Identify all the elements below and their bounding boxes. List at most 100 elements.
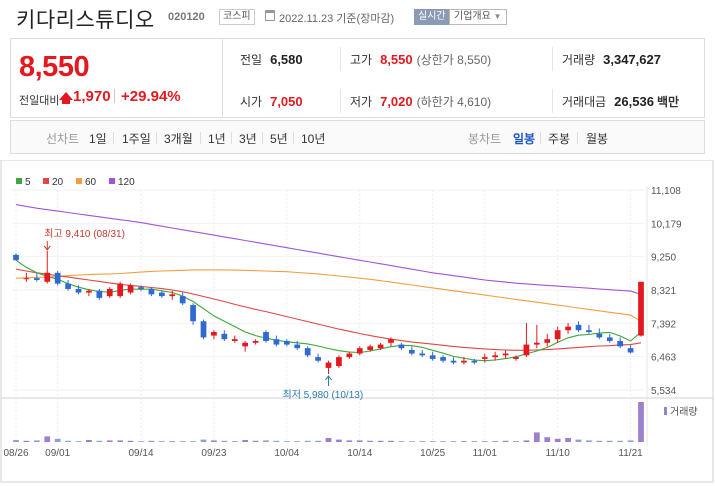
current-price-box: 8,550 전일대비 1,970 +29.94% xyxy=(11,39,223,117)
volume-bar xyxy=(211,440,217,442)
volume-bar xyxy=(127,440,134,442)
divider xyxy=(114,89,115,103)
candle-body xyxy=(138,287,144,289)
current-price: 8,550 xyxy=(19,51,90,83)
range-1y[interactable]: 1년 xyxy=(208,132,226,146)
y-tick-label: 7,392 xyxy=(651,319,676,330)
volume-bar xyxy=(148,440,155,442)
candle-body xyxy=(408,349,415,354)
volume-bar xyxy=(336,439,342,442)
legend-swatch xyxy=(43,178,49,184)
candle-body xyxy=(492,355,499,358)
candle-body xyxy=(398,344,405,349)
candle-body xyxy=(252,340,259,343)
divider xyxy=(262,132,263,144)
volume-bar xyxy=(179,441,186,442)
volume-bar xyxy=(575,439,582,442)
market-badge: 코스피 xyxy=(219,9,255,25)
stat-high: 고가 8,550 (상한가 8,550) xyxy=(350,51,491,68)
x-tick-label: 09/01 xyxy=(45,448,70,459)
volume-bar xyxy=(533,432,540,442)
divider xyxy=(200,132,201,144)
candle-body xyxy=(179,296,186,304)
chart-period-bar: 선차트 1일 1주일 3개월 1년 3년 5년 10년 봉차트 일봉 주봉 월봉 xyxy=(10,120,705,154)
candle-body xyxy=(388,339,394,343)
volume-bar xyxy=(315,440,321,442)
candle-body xyxy=(367,346,374,350)
legend-label-ma5: 5 xyxy=(25,177,31,188)
volume-bar xyxy=(242,440,249,442)
volume-bar xyxy=(169,441,176,442)
line-chart-label[interactable]: 선차트 xyxy=(46,132,80,146)
volume-bar xyxy=(44,436,51,442)
legend-swatch xyxy=(16,178,22,184)
volume-bar xyxy=(158,441,165,442)
divider xyxy=(552,47,553,71)
lower-limit: (하한가 4,610) xyxy=(416,95,492,109)
low-annotation: 최저 5,980 (10/13) xyxy=(283,389,364,401)
range-10y[interactable]: 10년 xyxy=(301,132,326,146)
stat-open: 시가 7,050 xyxy=(240,93,303,110)
volume-bar xyxy=(461,441,467,442)
volume-bar xyxy=(502,440,509,442)
candle-chart-label[interactable]: 봉차트 xyxy=(468,132,502,146)
candle-daily[interactable]: 일봉 xyxy=(513,132,536,146)
legend-swatch xyxy=(76,178,82,184)
change-label: 전일대비 xyxy=(19,95,60,107)
volume-bar xyxy=(325,438,332,442)
candle-body xyxy=(450,360,457,363)
volume-bar xyxy=(23,440,30,442)
candle-weekly[interactable]: 주봉 xyxy=(548,132,571,146)
high-arrow-icon xyxy=(43,245,51,251)
candle-body xyxy=(481,357,488,359)
stock-header: 키다리스튜디오 020120 코스피 2022.11.23 기준(장마감) 실시… xyxy=(0,0,715,34)
range-1d[interactable]: 1일 xyxy=(89,132,107,146)
divider xyxy=(540,132,541,144)
candle-body xyxy=(346,353,353,358)
chart-canvas: 5 20 60 120 11,108 10,179 9,250 8,321 7,392 6,463… xyxy=(0,159,714,483)
candle-body xyxy=(158,292,165,297)
volume-bar xyxy=(388,440,394,442)
range-5y[interactable]: 5년 xyxy=(270,132,288,146)
low-value: 7,020 xyxy=(380,94,413,109)
volume-bar xyxy=(554,438,561,442)
candle-body xyxy=(544,339,551,343)
up-arrow-icon xyxy=(59,92,73,100)
y-tick-label: 6,463 xyxy=(651,353,676,364)
realtime-button[interactable]: 실시간 xyxy=(414,9,450,25)
divider xyxy=(113,132,114,144)
company-info-label: 기업개요 xyxy=(454,11,491,22)
open-label: 시가 xyxy=(240,95,263,109)
range-3y[interactable]: 3년 xyxy=(239,132,257,146)
divider xyxy=(156,132,157,144)
candle-monthly[interactable]: 월봉 xyxy=(586,132,609,146)
prev-close-label: 전일 xyxy=(240,53,263,67)
company-info-button[interactable]: 기업개요 ▼ xyxy=(449,9,507,25)
stock-chart[interactable]: 5 20 60 120 11,108 10,179 9,250 8,321 7,392 6,463… xyxy=(0,159,715,486)
volume-bar xyxy=(200,439,207,442)
x-tick-label: 11/10 xyxy=(546,448,571,459)
x-tick-label: 11/01 xyxy=(473,448,498,459)
range-3m[interactable]: 3개월 xyxy=(164,132,193,146)
candle-body xyxy=(377,344,384,349)
volume-legend-label: 거래량 xyxy=(670,406,698,418)
trade-value: 26,536 xyxy=(614,94,654,109)
volume-bar xyxy=(75,441,82,442)
volume-bar xyxy=(356,440,363,442)
candle-body xyxy=(502,353,509,356)
volume-value: 3,347,627 xyxy=(603,52,661,67)
divider xyxy=(231,132,232,144)
range-1w[interactable]: 1주일 xyxy=(122,132,151,146)
volume-bar xyxy=(273,440,280,442)
volume-bar xyxy=(606,440,613,442)
upper-limit: (상한가 8,550) xyxy=(416,53,492,67)
candle-body xyxy=(596,333,603,338)
volume-bar xyxy=(33,440,40,442)
x-tick-label: 11/21 xyxy=(618,448,643,459)
volume-bar xyxy=(304,440,311,442)
volume-bar xyxy=(117,440,124,442)
candle-body xyxy=(75,288,82,293)
chart-frame xyxy=(0,159,714,483)
volume-bar xyxy=(481,441,488,442)
candle-body xyxy=(419,353,426,356)
